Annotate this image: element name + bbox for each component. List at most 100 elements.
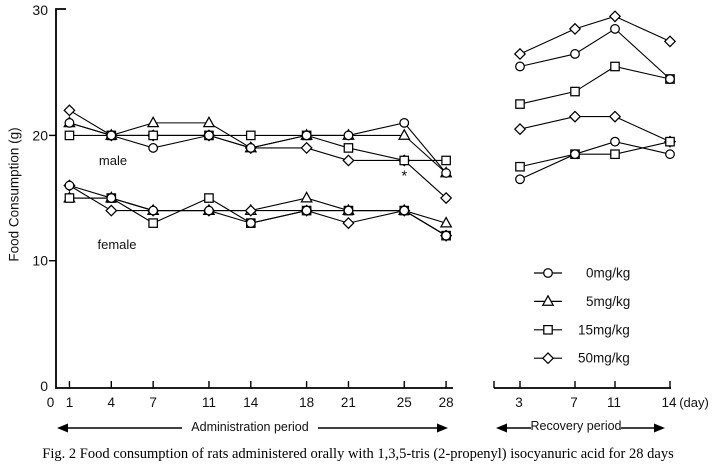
marker-recovery-male-50mgkg — [513, 47, 527, 61]
marker-female-0mgkg — [245, 218, 256, 229]
marker-recovery-female-50mgkg — [568, 110, 582, 123]
x-tick-label-administration: 21 — [341, 395, 356, 410]
series-line-recovery-female-0mgkg — [519, 141, 671, 180]
y-tick-label: 0 — [40, 378, 48, 394]
marker-recovery-male-0mgkg — [515, 61, 525, 72]
marker-female-50mgkg — [105, 204, 118, 217]
legend-marker-diamond — [541, 352, 555, 365]
marker-recovery-male-15mgkg — [610, 61, 620, 72]
marker-male-5mgkg — [202, 115, 216, 128]
legend-label: 50mg/kg — [578, 351, 630, 366]
marker-male-15mgkg — [441, 155, 451, 166]
x-tick-label-administration: 25 — [397, 395, 412, 410]
series-line-recovery-male-15mgkg — [519, 65, 671, 105]
marker-female-15mgkg — [204, 193, 214, 203]
marker-male-15mgkg — [343, 143, 354, 153]
marker-male-0mgkg — [399, 117, 410, 128]
marker-recovery-male-0mgkg — [610, 23, 620, 34]
administration-period-label: Administration period — [191, 420, 309, 434]
marker-recovery-female-0mgkg — [515, 174, 525, 185]
y-tick-label: 20 — [32, 127, 48, 143]
x-tick-label-administration: 1 — [66, 395, 74, 410]
x-tick-label-recovery: 7 — [570, 395, 578, 410]
marker-male-0mgkg — [204, 130, 214, 141]
marker-female-0mgkg — [301, 205, 312, 216]
marker-recovery-male-0mgkg — [570, 49, 580, 59]
x-tick-label-recovery: 14 — [661, 395, 677, 410]
marker-male-0mgkg — [301, 130, 312, 141]
female-group-label: female — [97, 237, 137, 252]
significance-asterisk: * — [401, 167, 407, 184]
legend-marker-circle — [543, 268, 553, 278]
legend-label: 15mg/kg — [578, 322, 630, 337]
marker-recovery-female-15mgkg — [610, 149, 620, 160]
marker-recovery-female-50mgkg — [513, 123, 527, 136]
administration-arrow-right-head — [437, 423, 448, 433]
marker-female-15mgkg — [148, 218, 158, 228]
marker-female-5mgkg — [439, 216, 453, 228]
x-tick-label-recovery: 3 — [515, 395, 523, 410]
x-tick-label-recovery: 11 — [607, 395, 621, 410]
male-group-label: male — [98, 153, 128, 168]
marker-male-0mgkg — [106, 130, 117, 141]
recovery-arrow-right-head — [654, 423, 665, 433]
recovery-period-label: Recovery period — [530, 419, 622, 433]
marker-female-50mgkg — [244, 204, 257, 217]
marker-male-5mgkg — [397, 128, 411, 140]
marker-male-0mgkg — [245, 143, 256, 153]
x-tick-label-administration: 18 — [299, 395, 314, 410]
x-tick-label-administration: 0 — [47, 395, 55, 410]
marker-female-0mgkg — [441, 230, 452, 241]
series-line-female-15mgkg — [69, 197, 447, 237]
marker-recovery-female-0mgkg — [665, 149, 675, 160]
figure-caption: Fig. 2 Food consumption of rats administ… — [42, 446, 674, 462]
marker-recovery-female-0mgkg — [570, 149, 580, 160]
marker-recovery-female-15mgkg — [665, 136, 675, 147]
x-tick-label-administration: 7 — [149, 395, 157, 410]
marker-male-50mgkg — [63, 104, 76, 117]
marker-male-50mgkg — [342, 154, 355, 167]
marker-female-5mgkg — [300, 191, 313, 203]
marker-recovery-male-50mgkg — [568, 22, 582, 35]
recovery-arrow-left-head — [496, 423, 507, 433]
marker-female-0mgkg — [343, 205, 354, 216]
y-tick-label: 10 — [32, 253, 48, 269]
marker-female-0mgkg — [148, 205, 159, 216]
x-tick-label-administration: 28 — [439, 395, 454, 410]
marker-male-15mgkg — [399, 155, 410, 166]
marker-male-15mgkg — [64, 130, 75, 141]
marker-male-0mgkg — [441, 168, 452, 178]
marker-male-50mgkg — [300, 141, 313, 155]
marker-female-0mgkg — [204, 205, 214, 216]
marker-female-0mgkg — [106, 193, 117, 203]
administration-arrow-left-head — [57, 423, 68, 433]
marker-male-50mgkg — [440, 191, 453, 205]
marker-male-0mgkg — [343, 130, 354, 141]
marker-female-0mgkg — [399, 205, 410, 216]
marker-male-5mgkg — [146, 115, 160, 128]
marker-recovery-female-50mgkg — [608, 110, 622, 123]
series-line-recovery-male-50mgkg — [519, 15, 671, 55]
marker-recovery-female-15mgkg — [515, 161, 525, 172]
marker-recovery-male-15mgkg — [515, 99, 525, 109]
marker-female-50mgkg — [342, 217, 355, 230]
series-line-recovery-female-15mgkg — [519, 141, 671, 168]
y-axis-title: Food Consumption (g) — [6, 127, 22, 262]
marker-recovery-male-0mgkg — [665, 74, 675, 84]
series-line-recovery-female-50mgkg — [519, 116, 671, 143]
marker-recovery-female-0mgkg — [610, 136, 620, 147]
marker-male-15mgkg — [148, 130, 158, 141]
marker-recovery-male-50mgkg — [663, 35, 677, 48]
x-tick-label-administration: 14 — [243, 395, 259, 410]
x-tick-label-administration: 4 — [108, 395, 116, 410]
marker-recovery-male-15mgkg — [570, 86, 580, 97]
series-line-recovery-male-0mgkg — [519, 28, 671, 80]
marker-female-15mgkg — [64, 193, 75, 203]
marker-recovery-male-50mgkg — [608, 10, 622, 23]
legend-label: 0mg/kg — [586, 266, 630, 281]
legend-marker-triangle — [541, 294, 555, 306]
marker-male-0mgkg — [148, 143, 159, 153]
x-tick-label-administration: 11 — [202, 395, 216, 410]
